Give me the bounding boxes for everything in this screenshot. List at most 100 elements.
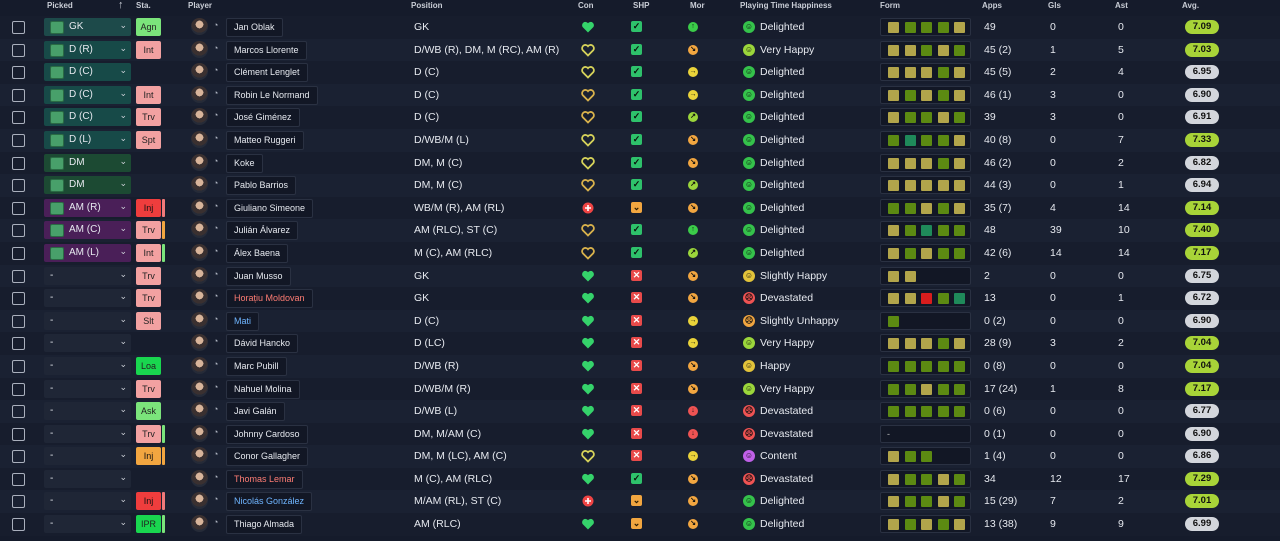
status-badge[interactable]: Trv <box>136 108 161 127</box>
row-checkbox[interactable] <box>12 88 25 102</box>
avatar[interactable] <box>191 130 208 148</box>
avatar[interactable] <box>191 424 208 442</box>
col-pth[interactable]: Playing Time Happiness <box>740 1 832 10</box>
table-row[interactable]: - ⌄ ◔ Thomas Lemar M (C), AM (RLC) ✓ ↘ ☹ Devasta… <box>0 467 1280 491</box>
player-name[interactable]: Dávid Hancko <box>226 334 299 354</box>
row-checkbox[interactable] <box>12 201 25 215</box>
table-row[interactable]: - ⌄ Trv ◔ Juan Musso GK ✕ ↘ ☺ Slightly Happy 2 0 0 6.… <box>0 264 1280 288</box>
row-checkbox[interactable] <box>12 66 25 80</box>
status-badge[interactable]: Ask <box>136 402 161 421</box>
row-checkbox[interactable] <box>12 43 25 57</box>
picked-dropdown[interactable]: D (C) ⌄ <box>44 85 131 104</box>
player-name[interactable]: José Giménez <box>226 108 300 128</box>
status-badge[interactable]: Trv <box>136 289 161 308</box>
player-name[interactable]: Mati <box>226 311 260 331</box>
picked-dropdown[interactable]: - ⌄ <box>44 379 131 398</box>
player-name[interactable]: Robin Le Normand <box>226 85 318 105</box>
picked-dropdown[interactable]: D (L) ⌄ <box>44 130 131 149</box>
picked-dropdown[interactable]: - ⌄ <box>44 334 131 353</box>
row-checkbox[interactable] <box>12 111 25 125</box>
picked-dropdown[interactable]: - ⌄ <box>44 447 131 466</box>
row-checkbox[interactable] <box>12 133 25 147</box>
row-checkbox[interactable] <box>12 337 25 351</box>
picked-dropdown[interactable]: - ⌄ <box>44 356 131 375</box>
row-checkbox[interactable] <box>12 427 25 441</box>
avatar[interactable] <box>191 356 208 374</box>
avatar[interactable] <box>191 40 208 58</box>
row-checkbox[interactable] <box>12 382 25 396</box>
avatar[interactable] <box>191 198 208 216</box>
table-row[interactable]: - ⌄ Trv ◔ Horațiu Moldovan GK ✕ ↘ ☹ Devastated 13 0… <box>0 287 1280 310</box>
row-checkbox[interactable] <box>12 518 25 532</box>
status-badge[interactable]: Int <box>136 243 161 262</box>
table-row[interactable]: - ⌄ Inj ◔ Conor Gallagher DM, M (LC), AM (C) ✕… <box>0 445 1280 468</box>
row-checkbox[interactable] <box>12 21 25 34</box>
status-badge[interactable]: Inj <box>136 492 161 511</box>
picked-dropdown[interactable]: - ⌄ <box>44 402 131 421</box>
table-row[interactable]: - ⌄ Ask ◔ Javi Galán D/WB (L) ✕ ↓ ☹ Devastated 0 (… <box>0 400 1280 423</box>
table-row[interactable]: DM ⌄ ◔ Koke DM, M (C) ✓ ↘ ☺ Delighted 46 (2) 0 2 6.8… <box>0 151 1280 175</box>
row-checkbox[interactable] <box>12 495 25 509</box>
status-badge[interactable]: Int <box>136 85 161 104</box>
table-row[interactable]: D (C) ⌄ ◔ Clément Lenglet D (C) ✓ → ☺ Delighted 4… <box>0 61 1280 84</box>
row-checkbox[interactable] <box>12 179 25 193</box>
player-name[interactable]: Julián Álvarez <box>226 221 299 241</box>
avatar[interactable] <box>191 447 208 465</box>
avatar[interactable] <box>191 289 208 307</box>
status-badge[interactable]: Trv <box>136 379 161 398</box>
row-checkbox[interactable] <box>12 314 25 328</box>
col-con[interactable]: Con <box>578 1 594 10</box>
player-name[interactable]: Thiago Almada <box>226 515 303 535</box>
table-row[interactable]: D (C) ⌄ Trv ◔ José Giménez D (C) ✓ ↗ ☺ Delighted 3… <box>0 106 1280 129</box>
status-badge[interactable]: Loa <box>136 356 161 375</box>
avatar[interactable] <box>191 266 208 284</box>
table-row[interactable]: D (L) ⌄ Spt ◔ Matteo Ruggeri D/WB/M (L) ✓ ↘ ☺ Del… <box>0 128 1280 152</box>
row-checkbox[interactable] <box>12 246 25 260</box>
status-badge[interactable]: Trv <box>136 221 161 240</box>
table-row[interactable]: - ⌄ ◔ Dávid Hancko D (LC) ✕ → ☺ Very Happy 28 (9)… <box>0 332 1280 355</box>
table-row[interactable]: AM (L) ⌄ Int ◔ Álex Baena M (C), AM (RLC) ✓ ↗ ☺ D… <box>0 241 1280 265</box>
row-checkbox[interactable] <box>12 359 25 373</box>
picked-dropdown[interactable]: AM (C) ⌄ <box>44 221 131 240</box>
table-row[interactable]: DM ⌄ ◔ Pablo Barrios DM, M (C) ✓ ↗ ☺ Delighted 44… <box>0 174 1280 197</box>
picked-dropdown[interactable]: - ⌄ <box>44 424 131 443</box>
avatar[interactable] <box>191 311 208 329</box>
avatar[interactable] <box>191 469 208 487</box>
player-name[interactable]: Nahuel Molina <box>226 379 300 399</box>
picked-dropdown[interactable]: - ⌄ <box>44 289 131 308</box>
player-name[interactable]: Horațiu Moldovan <box>226 289 313 309</box>
picked-dropdown[interactable]: D (C) ⌄ <box>44 108 131 127</box>
table-row[interactable]: D (C) ⌄ Int ◔ Robin Le Normand D (C) ✓ → ☺ Deligh… <box>0 83 1280 107</box>
picked-dropdown[interactable]: - ⌄ <box>44 266 131 285</box>
table-row[interactable]: - ⌄ Loa ◔ Marc Pubill D/WB (R) ✕ ↘ ☺ Happy 0 (8) 0 0… <box>0 354 1280 378</box>
status-badge[interactable]: IPR <box>136 515 161 534</box>
player-name[interactable]: Thomas Lemar <box>226 469 303 489</box>
player-name[interactable]: Matteo Ruggeri <box>226 130 304 150</box>
avatar[interactable] <box>191 492 208 510</box>
row-checkbox[interactable] <box>12 472 25 486</box>
status-badge[interactable]: Trv <box>136 424 161 443</box>
status-badge[interactable]: Inj <box>136 447 161 466</box>
status-badge[interactable]: Spt <box>136 130 161 149</box>
player-name[interactable]: Koke <box>226 153 263 173</box>
avatar[interactable] <box>191 243 208 261</box>
picked-dropdown[interactable]: GK ⌄ <box>44 18 131 36</box>
player-name[interactable]: Álex Baena <box>226 243 289 263</box>
row-checkbox[interactable] <box>12 156 25 170</box>
picked-dropdown[interactable]: - ⌄ <box>44 469 131 488</box>
table-row[interactable]: - ⌄ Inj ◔ Nicolás González M/AM (RL), ST (C) ⌄… <box>0 490 1280 514</box>
avatar[interactable] <box>191 221 208 239</box>
player-name[interactable]: Jan Oblak <box>226 18 283 37</box>
table-row[interactable]: GK ⌄ Agn ◔ Jan Oblak GK ✓ ↑ ☺ Delighted 49 0 0 7.09 <box>0 16 1280 39</box>
avatar[interactable] <box>191 153 208 171</box>
col-position[interactable]: Position <box>411 1 443 10</box>
player-name[interactable]: Juan Musso <box>226 266 291 286</box>
table-row[interactable]: - ⌄ IPR ◔ Thiago Almada AM (RLC) ⌄ ↘ ☺ Delighted 1… <box>0 513 1280 536</box>
col-picked[interactable]: Picked <box>47 1 73 10</box>
row-checkbox[interactable] <box>12 405 25 419</box>
avatar[interactable] <box>191 402 208 420</box>
table-row[interactable]: AM (C) ⌄ Trv ◔ Julián Álvarez AM (RLC), ST (C… <box>0 219 1280 242</box>
status-badge[interactable]: Agn <box>136 18 161 36</box>
sort-arrow-icon[interactable]: ↑ <box>118 0 124 11</box>
picked-dropdown[interactable]: - ⌄ <box>44 515 131 534</box>
